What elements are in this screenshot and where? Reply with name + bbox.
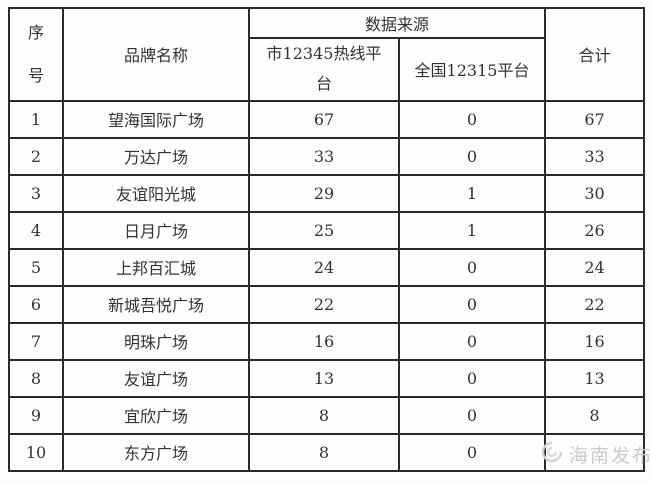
cell-total-count — [544, 432, 646, 472]
cell-national-platform-count: 0 — [397, 395, 547, 435]
cell-serial-number: 2 — [8, 136, 64, 176]
cell-total-count: 33 — [544, 136, 646, 176]
cell-national-platform-count: 0 — [397, 321, 547, 361]
cell-serial-number: 4 — [8, 210, 64, 250]
header-city-12345-hotline: 市12345热线平台 — [248, 37, 400, 102]
cell-brand-name: 宜欣广场 — [62, 395, 250, 435]
header-sub-row: 市12345热线平台 全国12315平台 — [9, 37, 644, 102]
header-city-12345-hotline-label: 市12345热线平台 — [266, 44, 382, 94]
cell-serial-number: 8 — [8, 358, 64, 398]
cell-national-platform-count: 1 — [397, 173, 547, 213]
table-row: 10 东方广场 8 0 — [8, 432, 646, 472]
cell-city-hotline-count: 22 — [248, 284, 400, 324]
cell-national-platform-count: 0 — [397, 432, 547, 472]
cell-national-platform-count: 0 — [397, 136, 547, 176]
table-row: 3 友谊阳光城 29 1 30 — [8, 173, 646, 213]
cell-city-hotline-count: 33 — [248, 136, 400, 176]
cell-brand-name: 东方广场 — [62, 432, 250, 472]
table-row: 8 友谊广场 13 0 13 — [8, 358, 646, 398]
header-data-source-group: 数据来源 — [247, 7, 547, 39]
cell-total-count: 67 — [544, 99, 646, 139]
table-row: 2 万达广场 33 0 33 — [8, 136, 646, 176]
cell-brand-name: 友谊阳光城 — [62, 173, 250, 213]
table-row: 7 明珠广场 16 0 16 — [8, 321, 646, 361]
table-row: 5 上邦百汇城 24 0 24 — [8, 247, 646, 287]
cell-total-count: 22 — [544, 284, 646, 324]
cell-brand-name: 明珠广场 — [62, 321, 250, 361]
cell-total-count: 24 — [544, 247, 646, 287]
header-serial-number-label: 序号 — [27, 23, 44, 86]
cell-national-platform-count: 0 — [397, 247, 547, 287]
header-group-row: 序号 品牌名称 数据来源 合计 — [8, 7, 646, 102]
cell-serial-number: 6 — [8, 284, 64, 324]
cell-total-count: 8 — [544, 395, 646, 435]
cell-brand-name: 万达广场 — [62, 136, 250, 176]
cell-city-hotline-count: 13 — [248, 358, 400, 398]
cell-brand-name: 友谊广场 — [62, 358, 250, 398]
header-brand-name: 品牌名称 — [62, 7, 250, 102]
cell-city-hotline-count: 8 — [248, 432, 400, 472]
cell-brand-name: 望海国际广场 — [62, 99, 250, 139]
cell-city-hotline-count: 25 — [248, 210, 400, 250]
cell-national-platform-count: 1 — [397, 210, 547, 250]
cell-serial-number: 1 — [8, 99, 64, 139]
cell-serial-number: 3 — [8, 173, 64, 213]
table-row: 6 新城吾悦广场 22 0 22 — [8, 284, 646, 324]
cell-city-hotline-count: 29 — [248, 173, 400, 213]
cell-brand-name: 新城吾悦广场 — [62, 284, 250, 324]
cell-national-platform-count: 0 — [397, 358, 547, 398]
cell-serial-number: 9 — [8, 395, 64, 435]
cell-national-platform-count: 0 — [397, 99, 547, 139]
table-row: 9 宜欣广场 8 0 8 — [8, 395, 646, 435]
cell-total-count: 13 — [544, 358, 646, 398]
cell-city-hotline-count: 16 — [248, 321, 400, 361]
table-row: 1 望海国际广场 67 0 67 — [8, 99, 646, 139]
cell-city-hotline-count: 67 — [248, 99, 400, 139]
header-national-12315-platform: 全国12315平台 — [397, 37, 547, 102]
cell-serial-number: 5 — [8, 247, 64, 287]
table-row: 4 日月广场 25 1 26 — [8, 210, 646, 250]
cell-serial-number: 10 — [8, 432, 64, 472]
table-header: 序号 品牌名称 数据来源 合计 市12345热线平台 全国12315平台 — [8, 7, 646, 102]
cell-total-count: 26 — [544, 210, 646, 250]
cell-total-count: 16 — [544, 321, 646, 361]
header-serial-number: 序号 — [8, 7, 64, 102]
complaints-table: 序号 品牌名称 数据来源 合计 市12345热线平台 全国12315平台 1 望… — [8, 7, 646, 472]
cell-brand-name: 上邦百汇城 — [62, 247, 250, 287]
cell-serial-number: 7 — [8, 321, 64, 361]
cell-city-hotline-count: 8 — [248, 395, 400, 435]
header-total: 合计 — [544, 7, 646, 102]
cell-national-platform-count: 0 — [397, 284, 547, 324]
cell-city-hotline-count: 24 — [248, 247, 400, 287]
cell-total-count: 30 — [544, 173, 646, 213]
cell-brand-name: 日月广场 — [62, 210, 250, 250]
table-body: 1 望海国际广场 67 0 67 2 万达广场 33 0 33 3 友谊阳光城 … — [8, 99, 646, 472]
